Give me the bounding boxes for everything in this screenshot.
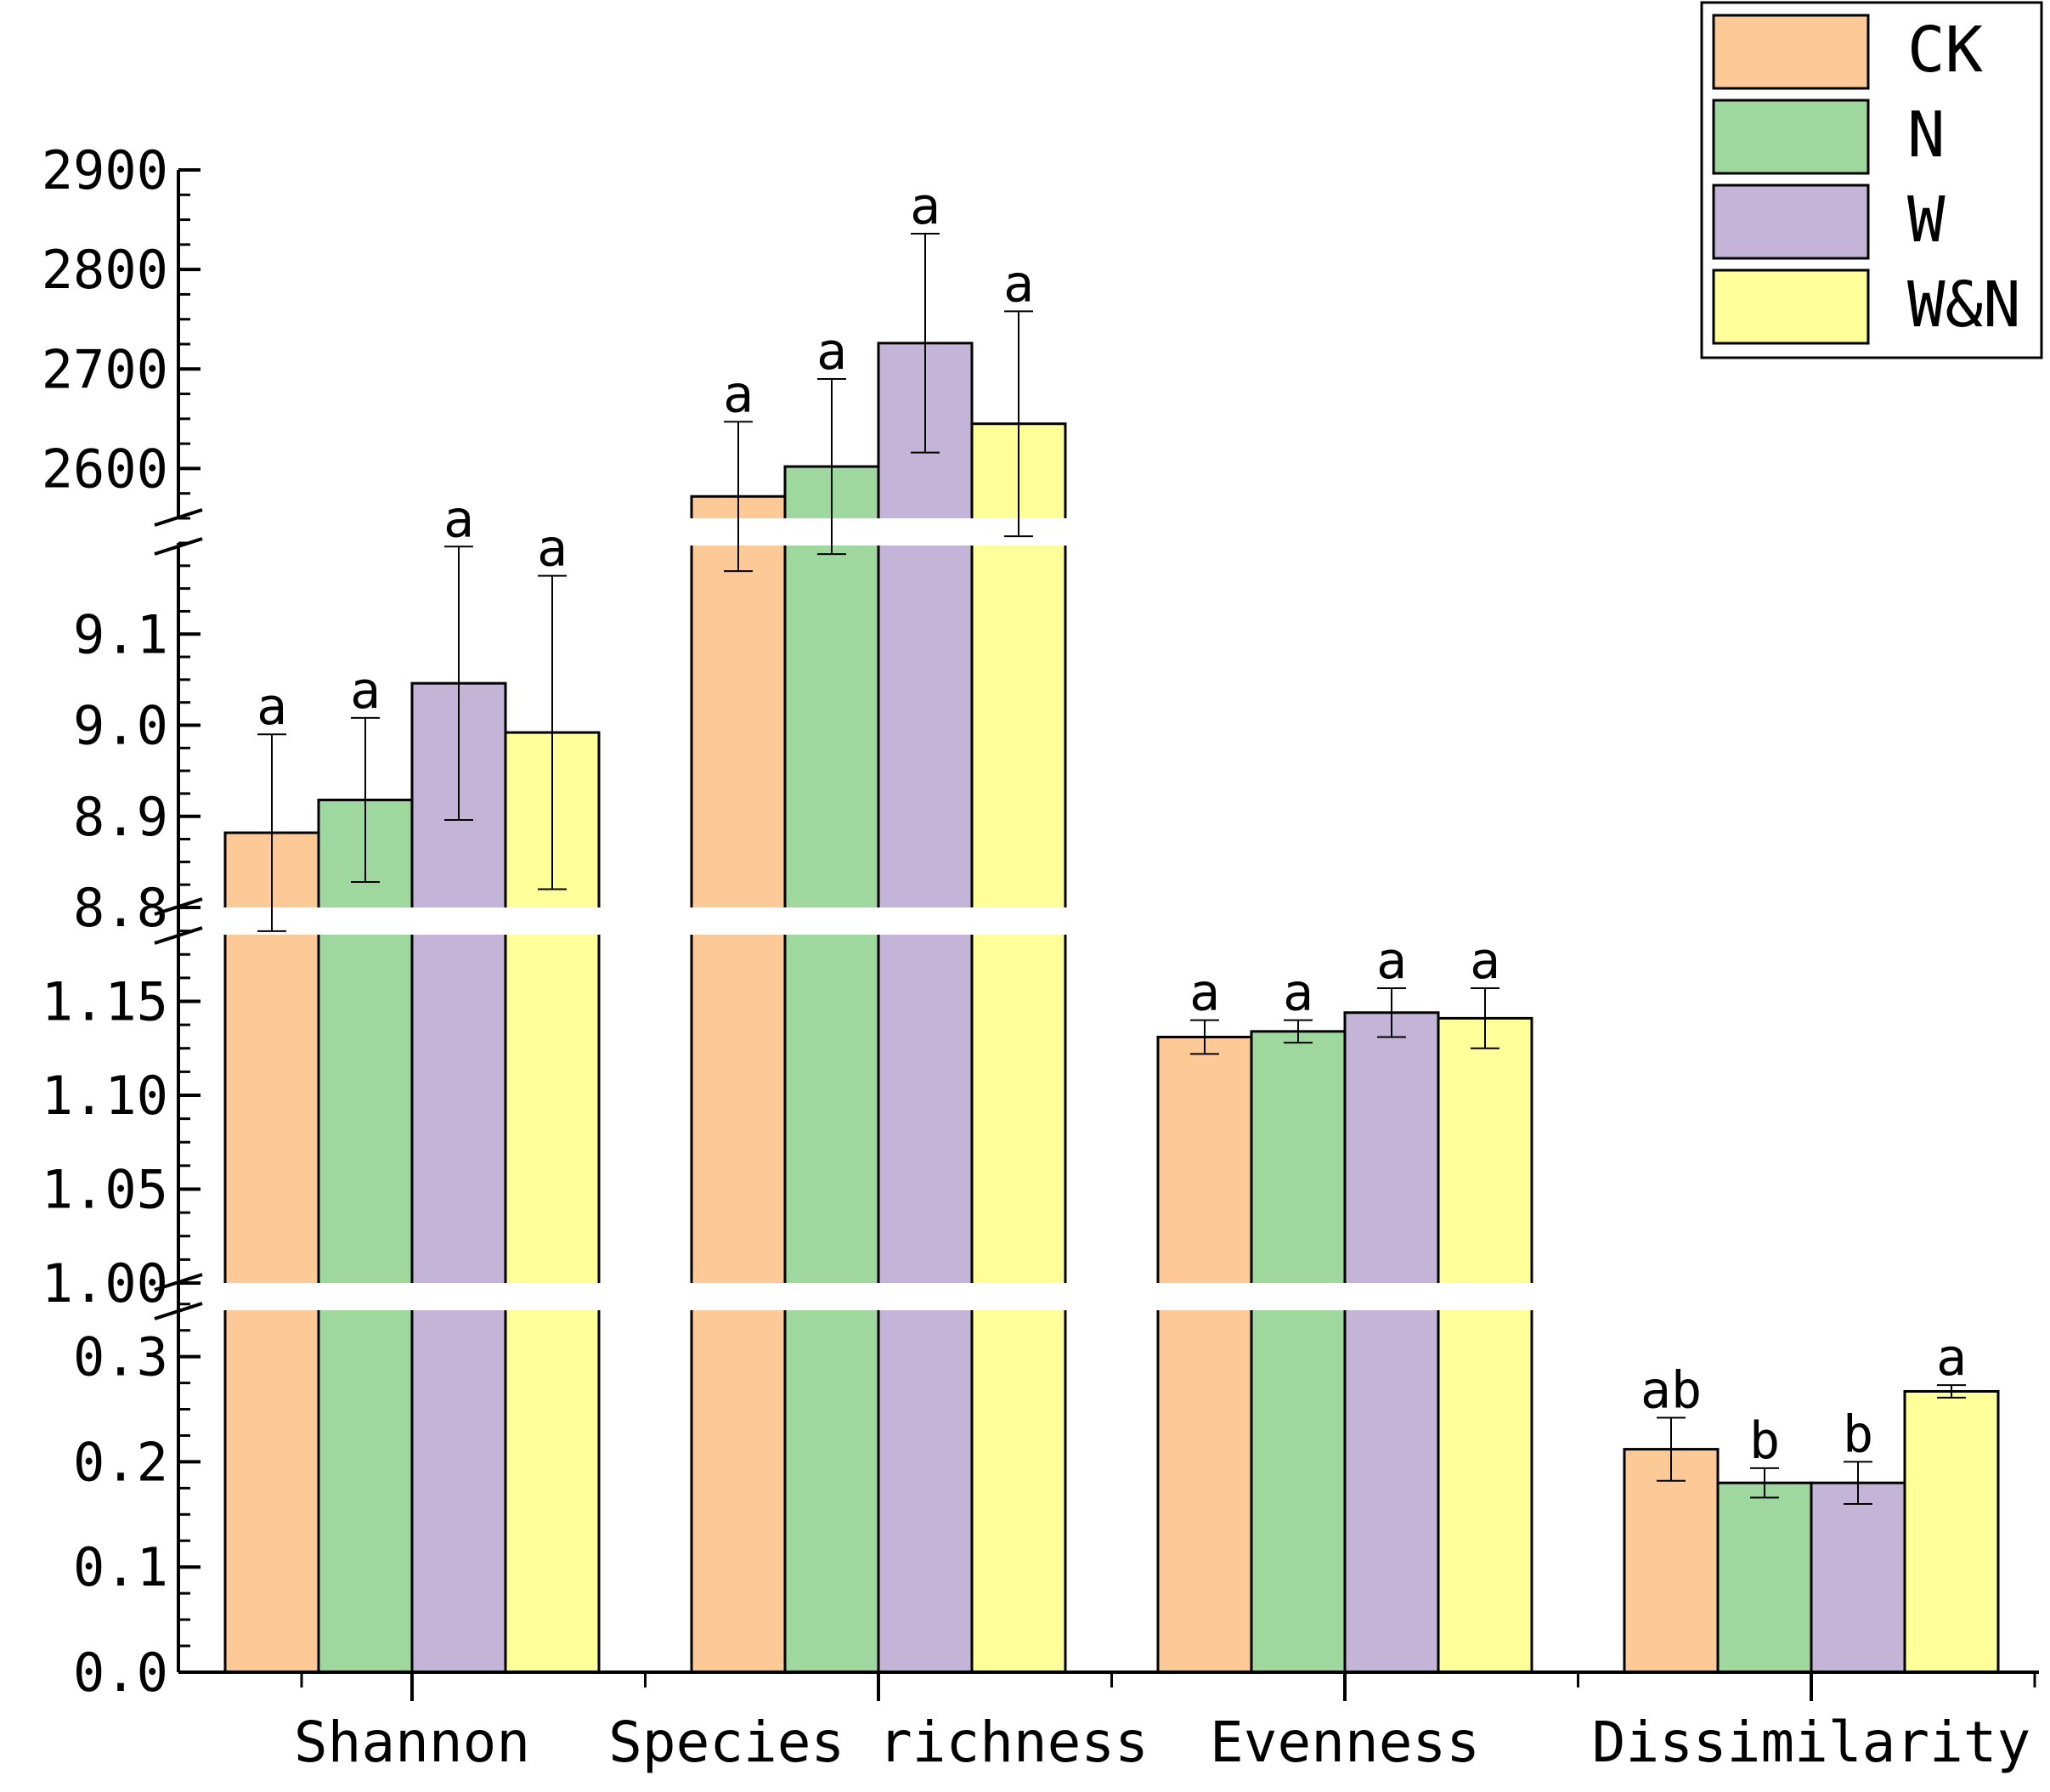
y-tick-label: 0.2 <box>73 1431 168 1493</box>
y-tick-label: 0.0 <box>73 1642 168 1704</box>
bar-ck-dissimilarity <box>1623 1448 1720 1674</box>
significance-letter: b <box>1749 1411 1780 1471</box>
legend-label: N <box>1907 99 1946 172</box>
x-tick-label: Shannon <box>294 1710 530 1775</box>
axis-break-mark <box>154 508 203 527</box>
axis-break-gap <box>180 1283 2041 1310</box>
bar-wandn-dissimilarity <box>1903 1389 2000 1674</box>
significance-letter: a <box>350 661 381 721</box>
bar-ck-species-richness <box>690 495 787 1674</box>
axis-break-mark <box>154 537 203 556</box>
legend-swatch-w <box>1712 184 1870 260</box>
bar-ck-shannon <box>223 831 320 1674</box>
significance-letter: a <box>1189 964 1220 1023</box>
bar-w-evenness <box>1343 1011 1440 1674</box>
significance-letter: a <box>1470 931 1500 991</box>
y-tick-label: 2600 <box>42 438 168 500</box>
significance-letter: a <box>816 322 847 382</box>
axis-break-mark <box>154 897 203 916</box>
significance-letter: a <box>443 489 474 549</box>
significance-letter: a <box>910 177 940 236</box>
x-tick-label: Evenness <box>1210 1710 1480 1775</box>
y-tick-label: 8.8 <box>73 877 168 939</box>
axis-break-gaps <box>180 518 2041 1310</box>
axis-break-mark <box>154 926 203 945</box>
y-tick-label: 1.05 <box>42 1159 168 1221</box>
legend-label: W&N <box>1907 269 2021 342</box>
bar-w-shannon <box>410 681 507 1674</box>
bar-wandn-species-richness <box>970 422 1067 1674</box>
y-tick-label: 1.15 <box>42 971 168 1033</box>
significance-letter: b <box>1843 1405 1873 1464</box>
bar-w-dissimilarity <box>1810 1481 1906 1674</box>
legend-swatch-wandn <box>1712 269 1870 345</box>
axis-break-mark <box>154 1302 203 1320</box>
bar-wandn-evenness <box>1437 1016 1533 1674</box>
bar-n-shannon <box>317 798 414 1674</box>
x-tick-label: Species richness <box>608 1710 1149 1775</box>
significance-letter: a <box>723 365 754 424</box>
legend-label: CK <box>1907 14 1984 87</box>
axis-break-gap <box>180 907 2041 935</box>
bars-layer <box>223 342 2000 1674</box>
significance-letter: a <box>1283 964 1313 1023</box>
axis-break-gap <box>180 518 2041 546</box>
legend: CK NW W&N <box>1700 1 2043 359</box>
axes-layer: 2600 2700 2800 2900 8.8 8.9 9.0 9.1 1.00 1.05 1.10… <box>42 139 2039 1775</box>
y-tick-label: 1.10 <box>42 1065 168 1127</box>
significance-letter: a <box>1003 254 1034 314</box>
legend-swatch-ck <box>1712 14 1870 90</box>
significance-letter: a <box>1376 931 1407 991</box>
y-tick-label: 0.1 <box>73 1536 168 1598</box>
y-tick-label: 2800 <box>42 239 168 301</box>
significance-letter: a <box>537 519 568 579</box>
legend-label: W <box>1907 184 1946 257</box>
y-tick-label: 1.00 <box>42 1252 168 1314</box>
significance-letter: a <box>257 677 287 737</box>
bar-ck-evenness <box>1156 1035 1253 1674</box>
x-tick-label: Dissimilarity <box>1592 1710 2031 1775</box>
y-tick-label: 8.9 <box>73 786 168 848</box>
significance-letter: a <box>1936 1328 1967 1388</box>
y-tick-label: 2900 <box>42 139 168 201</box>
bar-n-evenness <box>1250 1030 1347 1674</box>
y-tick-label: 2700 <box>42 338 168 400</box>
error-bars-layer <box>257 232 1966 1505</box>
y-tick-label: 9.0 <box>73 695 168 757</box>
legend-swatch-n <box>1712 99 1870 175</box>
y-tick-label: 9.1 <box>73 603 168 665</box>
bar-n-species-richness <box>783 465 880 1674</box>
axis-break-mark <box>154 1273 203 1292</box>
bar-n-dissimilarity <box>1716 1481 1813 1674</box>
y-tick-label: 0.3 <box>73 1326 168 1388</box>
significance-letter: ab <box>1641 1360 1702 1420</box>
